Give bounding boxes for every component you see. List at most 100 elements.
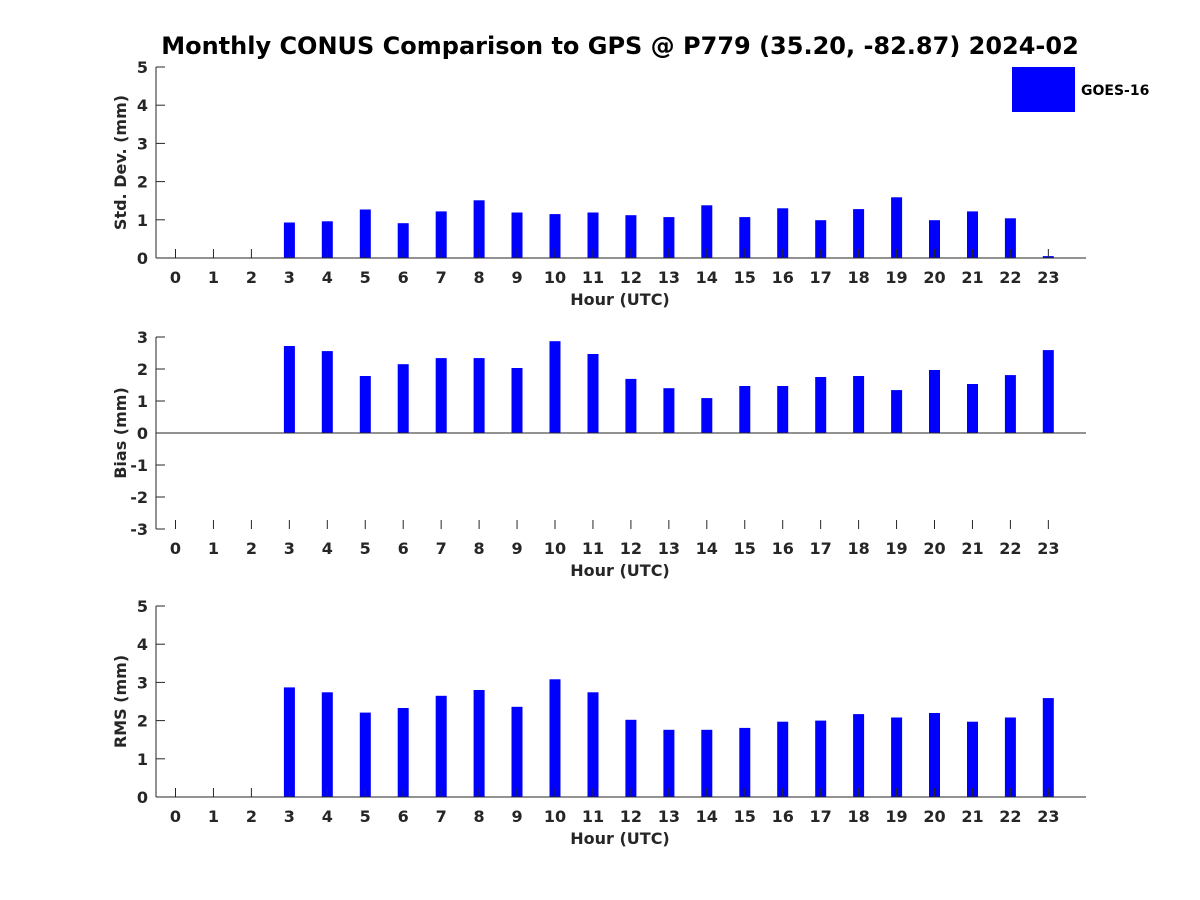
- stddev-bar-9: [511, 212, 523, 258]
- bias-xtick-label: 16: [772, 539, 794, 558]
- stddev-xlabel: Hour (UTC): [570, 290, 670, 309]
- rms-ytick-label: 3: [137, 673, 148, 692]
- rms-bar-16: [777, 721, 789, 797]
- stddev-bar-17: [815, 220, 827, 258]
- rms-xtick-label: 21: [961, 807, 983, 826]
- bias-xtick-label: 8: [474, 539, 485, 558]
- rms-bar-14: [701, 729, 713, 797]
- bias-bar-7: [435, 358, 447, 433]
- bias-bar-23: [1042, 350, 1054, 433]
- bias-bar-21: [967, 384, 978, 433]
- stddev-xtick-label: 12: [620, 268, 642, 287]
- rms-xtick-label: 8: [474, 807, 485, 826]
- stddev-bar-15: [739, 217, 751, 258]
- stddev-xtick-label: 22: [999, 268, 1021, 287]
- rms-xtick-label: 10: [544, 807, 566, 826]
- bias-xtick-label: 13: [658, 539, 680, 558]
- stddev-xtick-label: 15: [734, 268, 756, 287]
- rms-bar-4: [321, 692, 333, 797]
- bias-bar-8: [473, 358, 485, 433]
- stddev-bar-14: [701, 205, 713, 258]
- bias-ytick-label: -2: [130, 488, 148, 507]
- stddev-ytick-label: 2: [137, 173, 148, 192]
- stddev-xtick-label: 10: [544, 268, 566, 287]
- rms-ytick-label: 1: [137, 750, 148, 769]
- rms-bar-17: [815, 720, 827, 797]
- stddev-xtick-label: 20: [923, 268, 945, 287]
- stddev-xtick-label: 17: [810, 268, 832, 287]
- rms-xtick-label: 6: [398, 807, 409, 826]
- rms-ytick-label: 4: [137, 635, 148, 654]
- bias-bar-16: [777, 386, 789, 433]
- rms-xtick-label: 5: [360, 807, 371, 826]
- bias-xtick-label: 17: [810, 539, 832, 558]
- rms-bar-18: [853, 714, 865, 797]
- legend: GOES-16: [1012, 67, 1149, 112]
- stddev-bar-22: [1004, 218, 1016, 258]
- rms-xtick-label: 20: [923, 807, 945, 826]
- bias-xtick-label: 15: [734, 539, 756, 558]
- rms-xtick-label: 0: [170, 807, 181, 826]
- stddev-ytick-label: 1: [137, 211, 148, 230]
- stddev-bar-20: [929, 220, 940, 258]
- stddev-xtick-label: 2: [246, 268, 257, 287]
- bias-bar-10: [549, 341, 561, 433]
- stddev-xtick-label: 21: [961, 268, 983, 287]
- stddev-bar-19: [891, 197, 903, 258]
- rms-xtick-label: 18: [847, 807, 869, 826]
- stddev-xtick-label: 14: [696, 268, 718, 287]
- rms-xtick-label: 3: [284, 807, 295, 826]
- stddev-xtick-label: 23: [1037, 268, 1059, 287]
- rms-bar-15: [739, 727, 751, 797]
- stddev-ytick-label: 5: [137, 58, 148, 77]
- rms-xtick-label: 13: [658, 807, 680, 826]
- bias-xtick-label: 1: [208, 539, 219, 558]
- bias-ytick-label: -3: [130, 520, 148, 539]
- stddev-xtick-label: 13: [658, 268, 680, 287]
- rms-bar-6: [397, 708, 409, 797]
- rms-xtick-label: 23: [1037, 807, 1059, 826]
- bias-bar-13: [663, 388, 675, 433]
- bias-xtick-label: 23: [1037, 539, 1059, 558]
- bias-xtick-label: 0: [170, 539, 181, 558]
- bias-xtick-label: 9: [511, 539, 522, 558]
- rms-bar-20: [929, 713, 940, 797]
- rms-ytick-label: 2: [137, 712, 148, 731]
- bias-xtick-label: 14: [696, 539, 718, 558]
- stddev-xtick-label: 18: [847, 268, 869, 287]
- stddev-bar-18: [853, 209, 865, 258]
- bias-ytick-label: 3: [137, 328, 148, 347]
- stddev-xtick-label: 4: [322, 268, 333, 287]
- rms-bar-10: [549, 679, 561, 797]
- stddev-xtick-label: 3: [284, 268, 295, 287]
- rms-xtick-label: 19: [885, 807, 907, 826]
- rms-xtick-label: 11: [582, 807, 604, 826]
- stddev-xtick-label: 16: [772, 268, 794, 287]
- bias-bar-17: [815, 377, 827, 433]
- rms-xtick-label: 1: [208, 807, 219, 826]
- rms-xtick-label: 7: [436, 807, 447, 826]
- bias-xtick-label: 2: [246, 539, 257, 558]
- stddev-xtick-label: 6: [398, 268, 409, 287]
- bias-bar-14: [701, 398, 713, 433]
- rms-bar-13: [663, 729, 675, 797]
- bias-xtick-label: 6: [398, 539, 409, 558]
- stddev-bar-11: [587, 212, 599, 258]
- rms-bar-12: [625, 719, 637, 797]
- stddev-bar-5: [359, 209, 371, 258]
- bias-bar-19: [891, 390, 903, 433]
- rms-xtick-label: 4: [322, 807, 333, 826]
- rms-xtick-label: 22: [999, 807, 1021, 826]
- rms-ytick-label: 5: [137, 597, 148, 616]
- bias-xtick-label: 19: [885, 539, 907, 558]
- stddev-ytick-label: 0: [137, 249, 148, 268]
- rms-xtick-label: 16: [772, 807, 794, 826]
- rms-bar-23: [1042, 698, 1054, 797]
- stddev-bar-3: [283, 222, 295, 258]
- stddev-bar-8: [473, 200, 485, 258]
